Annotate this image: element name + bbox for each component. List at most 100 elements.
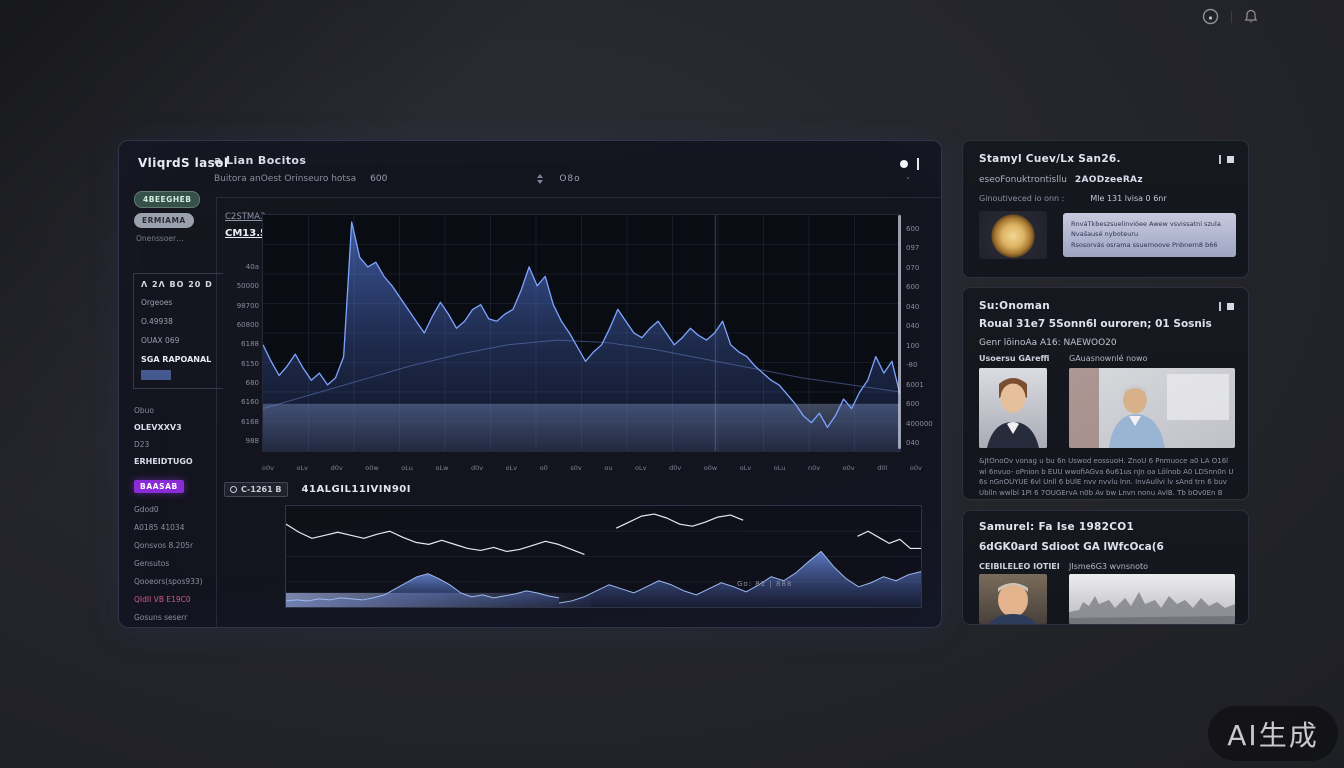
x-axis-label: o0v [909, 464, 922, 472]
news-card[interactable]: Su:Onoman Roual 31e7 5Sonn6l ouroren; 01… [962, 287, 1249, 500]
y-axis-label: 040 [906, 302, 920, 311]
x-axis-label: o0 [539, 464, 548, 472]
x-axis-label: o0v [842, 464, 855, 472]
primary-action-button[interactable]: 4BEEGHEB [134, 191, 201, 208]
divider [1231, 10, 1232, 23]
indicator-chart[interactable] [285, 505, 922, 608]
x-axis-label: d0v [330, 464, 343, 472]
news-card[interactable]: Stamyl Cuev/Lx San26. eseoFonuktrontisll… [962, 140, 1249, 278]
y-axis-label: 680 [245, 378, 259, 387]
record-icon[interactable] [900, 160, 908, 168]
y-axis-label: 50000 [236, 282, 259, 291]
y-axis-label: 6188 [241, 340, 259, 349]
sidebar-item[interactable]: D23 [134, 440, 150, 449]
news-meta-strong: 2AODzeeRAz [1074, 175, 1143, 185]
price-chart[interactable] [262, 214, 901, 452]
news-title: Samurel: Fa Ise 1982CO1 [979, 521, 1135, 533]
x-axis-label: o0w [703, 464, 718, 472]
sidebar-item[interactable]: ERHEIDTUGO [134, 457, 193, 466]
sidebar-item[interactable]: Gensutos [134, 559, 170, 568]
photo-caption-left: CEIBILELEO IOTIEI [979, 562, 1060, 571]
sidebar-item[interactable]: Gosuns seserr [134, 613, 188, 622]
quote-line: RnváTkbeszsuelinvióee Awew vsvissatni sz… [1071, 220, 1221, 228]
watchlist-item[interactable]: Orgeoes [141, 298, 173, 307]
portrait-photo [979, 368, 1047, 448]
chart-zone: C2STMA3 CM13.5 40a 50000 98700 60800 6188 615… [216, 197, 941, 627]
news-headline: 6dGK0ard Sdioot GA lWfcOca(6 [979, 541, 1164, 553]
x-axis-label: d0l [877, 464, 888, 472]
sidebar-item[interactable]: Qonsvos 8.205r [134, 541, 194, 550]
medal-image [979, 211, 1047, 259]
x-axis-label: d0v [669, 464, 682, 472]
y-axis-label: 6001 [906, 380, 924, 389]
photo-caption-right: JIsme6G3 wvnsnoto [1069, 562, 1149, 571]
x-axis-label: oLv [635, 464, 647, 472]
sidebar: 4BEEGHEB ERMIAMA Onenssoer… Λ 2Λ BO 20 D… [119, 191, 223, 627]
y-axis-label: 400000 [906, 419, 933, 428]
x-axis-label: oLu [401, 464, 413, 472]
photo-caption-right: GAuasnownlé nowo [1069, 354, 1148, 363]
y-axis-label: 988 [245, 436, 259, 445]
ai-watermark: AI生成 [1208, 706, 1338, 761]
sidebar-item[interactable]: Gdod0 [134, 505, 159, 514]
sort-arrows-icon[interactable] [537, 174, 544, 184]
sidebar-item[interactable]: A0185 41034 [134, 523, 185, 532]
chart-footnote: Go: 82 | 888 [737, 580, 793, 588]
x-axis-label: oLw [435, 464, 449, 472]
x-axis-label: oLv [296, 464, 308, 472]
news-meta: eseoFonuktrontisllu [979, 175, 1067, 185]
x-axis-label: d0v [470, 464, 484, 472]
x-axis-label: oLu [773, 464, 786, 472]
sidebar-item[interactable]: OLEVXXV3 [134, 423, 182, 432]
y-axis-label: 60800 [236, 320, 259, 329]
y-axis-right: 600 097 070 600 040 040 100 -80 6001 600 400000 040 [906, 225, 936, 447]
y-axis-label: 100 [906, 341, 920, 350]
pin-icon[interactable] [1219, 301, 1221, 311]
status-dot [907, 177, 909, 179]
clock-icon [230, 486, 237, 493]
chart-scrollbar[interactable] [898, 215, 901, 449]
y-axis-label: 6150 [241, 359, 259, 368]
y-axis-label: 600 [906, 225, 920, 233]
bell-icon[interactable] [1244, 9, 1258, 24]
y-axis-left: 40a 50000 98700 60800 6188 6150 680 6160 6168 988 [225, 263, 259, 445]
indicator-badge-label: C-1261 B [241, 485, 282, 494]
y-axis-label: 40a [245, 263, 259, 271]
stop-icon[interactable] [1227, 155, 1234, 163]
quote-line: Nvašausé nyboteuru [1071, 230, 1139, 239]
indicator-badge[interactable]: C-1261 B [224, 482, 288, 497]
pin-icon[interactable] [1219, 154, 1221, 164]
stop-icon[interactable] [1227, 302, 1234, 310]
x-axis-label: o0w [365, 464, 379, 472]
portrait-photo [979, 574, 1047, 624]
y-axis-label: 600 [906, 400, 920, 409]
sidebar-badge[interactable]: BAASAB [134, 480, 184, 493]
news-column: Stamyl Cuev/Lx San26. eseoFonuktrontisll… [962, 140, 1249, 634]
news-meta-left: Ginoutiveced io onn : [979, 194, 1065, 203]
target-icon[interactable] [1202, 8, 1219, 25]
y-axis-label: 040 [906, 438, 920, 447]
x-axis-label: oLv [739, 464, 752, 472]
x-axis: o0v oLv d0v o0w oLu oLw d0v oLv o0 s0v ou oLv d0v o0w… [262, 464, 922, 472]
watchlist-header: Λ 2Λ BO 20 D [141, 280, 213, 289]
sidebar-item[interactable]: QIdII VB E19C0 [134, 595, 191, 604]
panel-subtitle: Buitora anOest Orinseuro hotsa [214, 174, 357, 184]
series-label-primary[interactable]: CM13.5 [225, 228, 267, 239]
sidebar-item[interactable]: Obuo [134, 406, 155, 415]
watchlist-item[interactable]: O.49938 [141, 317, 173, 326]
news-title: Stamyl Cuev/Lx San26. [979, 153, 1121, 165]
sidebar-caption: Onenssoer… [136, 234, 184, 243]
sidebar-item[interactable]: Qooeors(spos933) [134, 577, 203, 586]
system-tray [1202, 8, 1258, 25]
quote-panel: RnváTkbeszsuelinvióee Awew vsvissatni sz… [1063, 213, 1236, 257]
news-headline: Roual 31e7 5Sonn6l ouroren; 01 Sosnis [979, 318, 1212, 330]
watchlist-item[interactable]: OUAX 069 [141, 336, 180, 345]
series-label-secondary[interactable]: C2STMA3 [225, 212, 266, 222]
secondary-action-button[interactable]: ERMIAMA [134, 213, 194, 228]
pause-icon[interactable] [917, 158, 919, 170]
news-photo [1069, 368, 1235, 448]
news-card[interactable]: Samurel: Fa Ise 1982CO1 6dGK0ard Sdioot … [962, 510, 1249, 625]
header-control[interactable]: O8o [559, 174, 581, 184]
watchlist-highlight[interactable]: SGA RAPOANAL [141, 355, 212, 364]
